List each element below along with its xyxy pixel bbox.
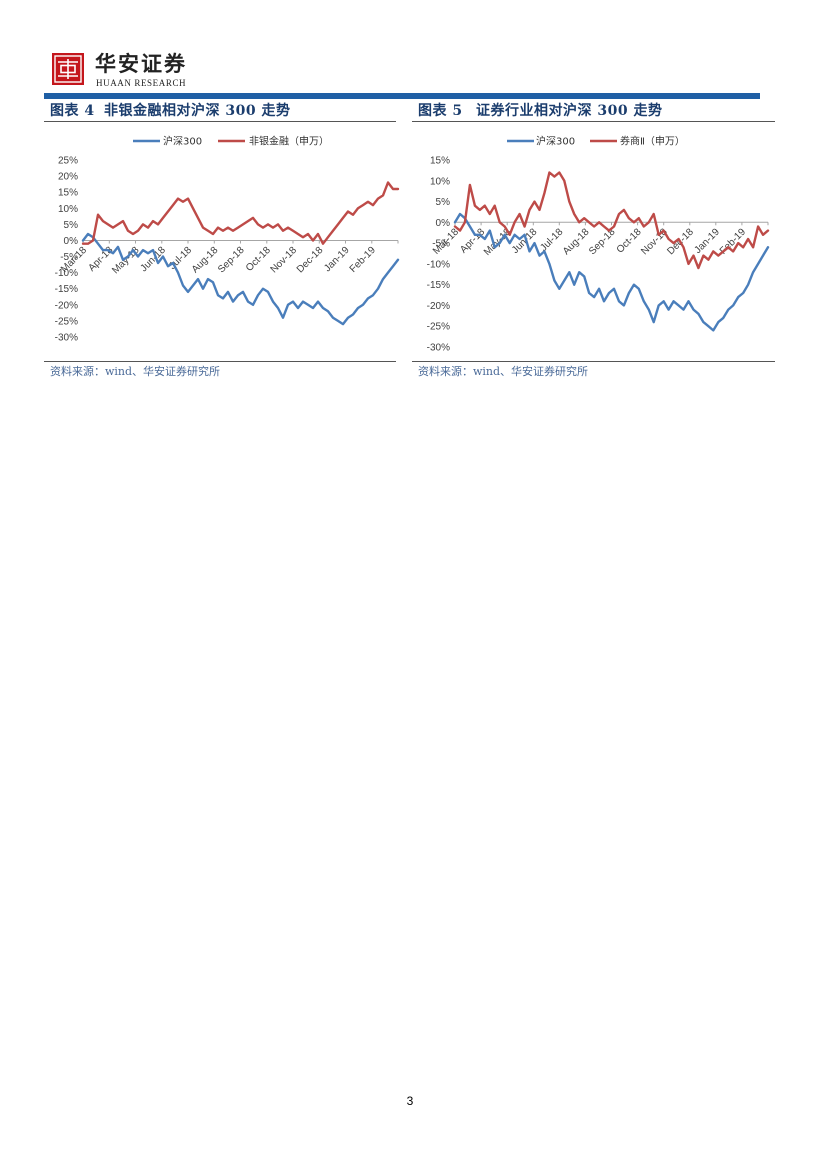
y-tick-label: 20% xyxy=(58,172,78,183)
x-tick-label: Aug-18 xyxy=(561,226,592,257)
series-line-sector xyxy=(81,181,400,245)
x-tick-label: Aug-18 xyxy=(190,245,221,276)
figure-5-title: 证券行业相对沪深 300 走势 xyxy=(476,103,663,119)
seal-frame xyxy=(54,55,82,83)
figure-5-label: 图表 5 xyxy=(418,103,463,119)
x-tick-label: Dec-18 xyxy=(295,245,326,276)
y-tick-label: -20% xyxy=(427,301,450,312)
figure-4-top-rule xyxy=(44,121,396,122)
x-tick-label: Sep-18 xyxy=(587,226,618,257)
figure-5-top-rule xyxy=(412,121,775,122)
figure-5-source: 资料来源：wind、华安证券研究所 xyxy=(418,365,589,378)
legend-label: 非银金融（申万） xyxy=(249,135,329,148)
y-tick-label: -10% xyxy=(55,268,78,279)
figure-4-label: 图表 4 xyxy=(50,103,95,119)
y-tick-label: -5% xyxy=(60,252,78,263)
y-tick-label: -10% xyxy=(427,259,450,270)
figure-5-bottom-rule xyxy=(412,361,775,362)
y-tick-label: 0% xyxy=(436,218,451,229)
x-tick-label: Oct-18 xyxy=(244,245,273,274)
y-tick-label: -20% xyxy=(55,300,78,311)
y-tick-label: -25% xyxy=(55,316,78,327)
y-tick-label: 10% xyxy=(58,204,78,215)
y-tick-label: -5% xyxy=(432,239,450,250)
huaan-seal-icon xyxy=(52,53,84,85)
chart-5: 15%10%5%0%-5%-10%-15%-20%-25%-30%Mar-18A… xyxy=(427,135,770,354)
y-tick-label: -25% xyxy=(427,322,450,333)
series-line-csi300 xyxy=(81,232,400,326)
y-tick-label: 5% xyxy=(64,220,79,231)
x-tick-label: Nov-18 xyxy=(639,226,670,257)
y-tick-label: 0% xyxy=(64,236,79,247)
y-tick-label: -30% xyxy=(427,343,450,354)
y-tick-label: -15% xyxy=(55,284,78,295)
x-tick-label: Feb-19 xyxy=(348,245,378,275)
legend-label: 券商Ⅱ（申万） xyxy=(620,135,685,148)
logo-subtext: HUAAN RESEARCH xyxy=(96,78,187,88)
x-tick-label: Nov-18 xyxy=(269,245,300,276)
figure-4-bottom-rule xyxy=(44,361,396,362)
figure-4-source: 资料来源：wind、华安证券研究所 xyxy=(50,365,221,378)
x-tick-label: Jan-19 xyxy=(693,226,723,256)
y-tick-label: -30% xyxy=(55,333,78,344)
y-tick-label: 5% xyxy=(436,197,451,208)
legend-label: 沪深300 xyxy=(536,135,575,148)
x-tick-label: Jun-18 xyxy=(510,226,540,256)
header-bar xyxy=(44,93,760,99)
y-tick-label: 10% xyxy=(430,176,450,187)
y-tick-label: -15% xyxy=(427,280,450,291)
x-tick-label: Oct-18 xyxy=(615,226,644,255)
series-line-csi300 xyxy=(453,212,770,332)
legend-label: 沪深300 xyxy=(163,135,202,148)
series-line-sector xyxy=(453,171,770,270)
page-number: 3 xyxy=(406,1094,414,1108)
x-tick-label: Sep-18 xyxy=(216,245,247,276)
y-tick-label: 15% xyxy=(430,156,450,167)
logo-text: 华安证券 xyxy=(95,51,187,76)
chart-4: 25%20%15%10%5%0%-5%-10%-15%-20%-25%-30%M… xyxy=(55,135,400,344)
figure-4-title: 非银金融相对沪深 300 走势 xyxy=(104,103,291,119)
x-tick-label: Jan-19 xyxy=(322,245,352,275)
y-tick-label: 15% xyxy=(58,188,78,199)
y-tick-label: 25% xyxy=(58,156,78,167)
